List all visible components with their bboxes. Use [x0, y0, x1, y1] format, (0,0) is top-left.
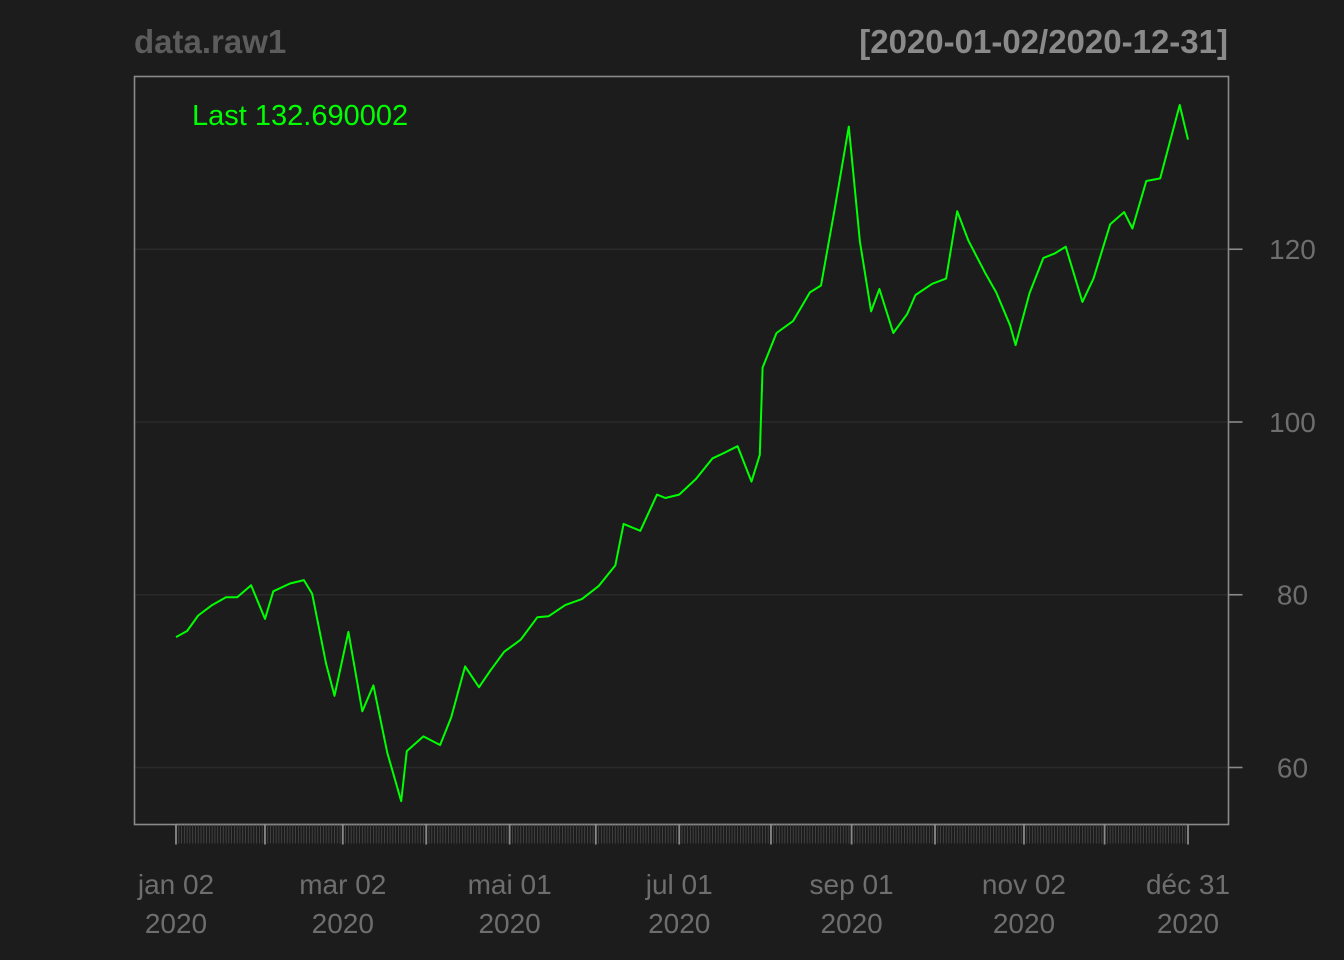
y-tick-label: 80	[1277, 580, 1308, 611]
x-tick-year-label: 2020	[145, 908, 207, 939]
grid-lines	[134, 248, 1229, 769]
x-tick-label: nov 02	[982, 869, 1066, 900]
x-tick-label: déc 31	[1146, 869, 1230, 900]
y-tick-label: 100	[1269, 407, 1316, 438]
x-tick-label: mai 01	[468, 869, 552, 900]
series-line	[175, 104, 1189, 803]
x-tick-year-label: 2020	[312, 908, 374, 939]
x-tick-label: jan 02	[137, 869, 214, 900]
x-tick-label: sep 01	[810, 869, 894, 900]
y-tick-label: 120	[1269, 234, 1316, 265]
x-tick-year-label: 2020	[648, 908, 710, 939]
x-axis: jan 02 2020 mar 02 2020 mai 01 2020 jul 01 2020…	[137, 823, 1230, 939]
x-tick-year-label: 2020	[1157, 908, 1219, 939]
x-tick-label: mar 02	[299, 869, 386, 900]
x-tick-label: jul 01	[645, 869, 713, 900]
x-tick-year-label: 2020	[820, 908, 882, 939]
chart-title: data.raw1	[134, 23, 286, 60]
legend-last-value: Last 132.690002	[192, 100, 408, 132]
y-tick-label: 60	[1277, 752, 1308, 783]
y-axis: 60 80 100 120	[1228, 234, 1316, 783]
date-range-label: [2020-01-02/2020-12-31]	[859, 23, 1228, 60]
x-tick-year-label: 2020	[478, 908, 540, 939]
x-tick-year-label: 2020	[993, 908, 1055, 939]
